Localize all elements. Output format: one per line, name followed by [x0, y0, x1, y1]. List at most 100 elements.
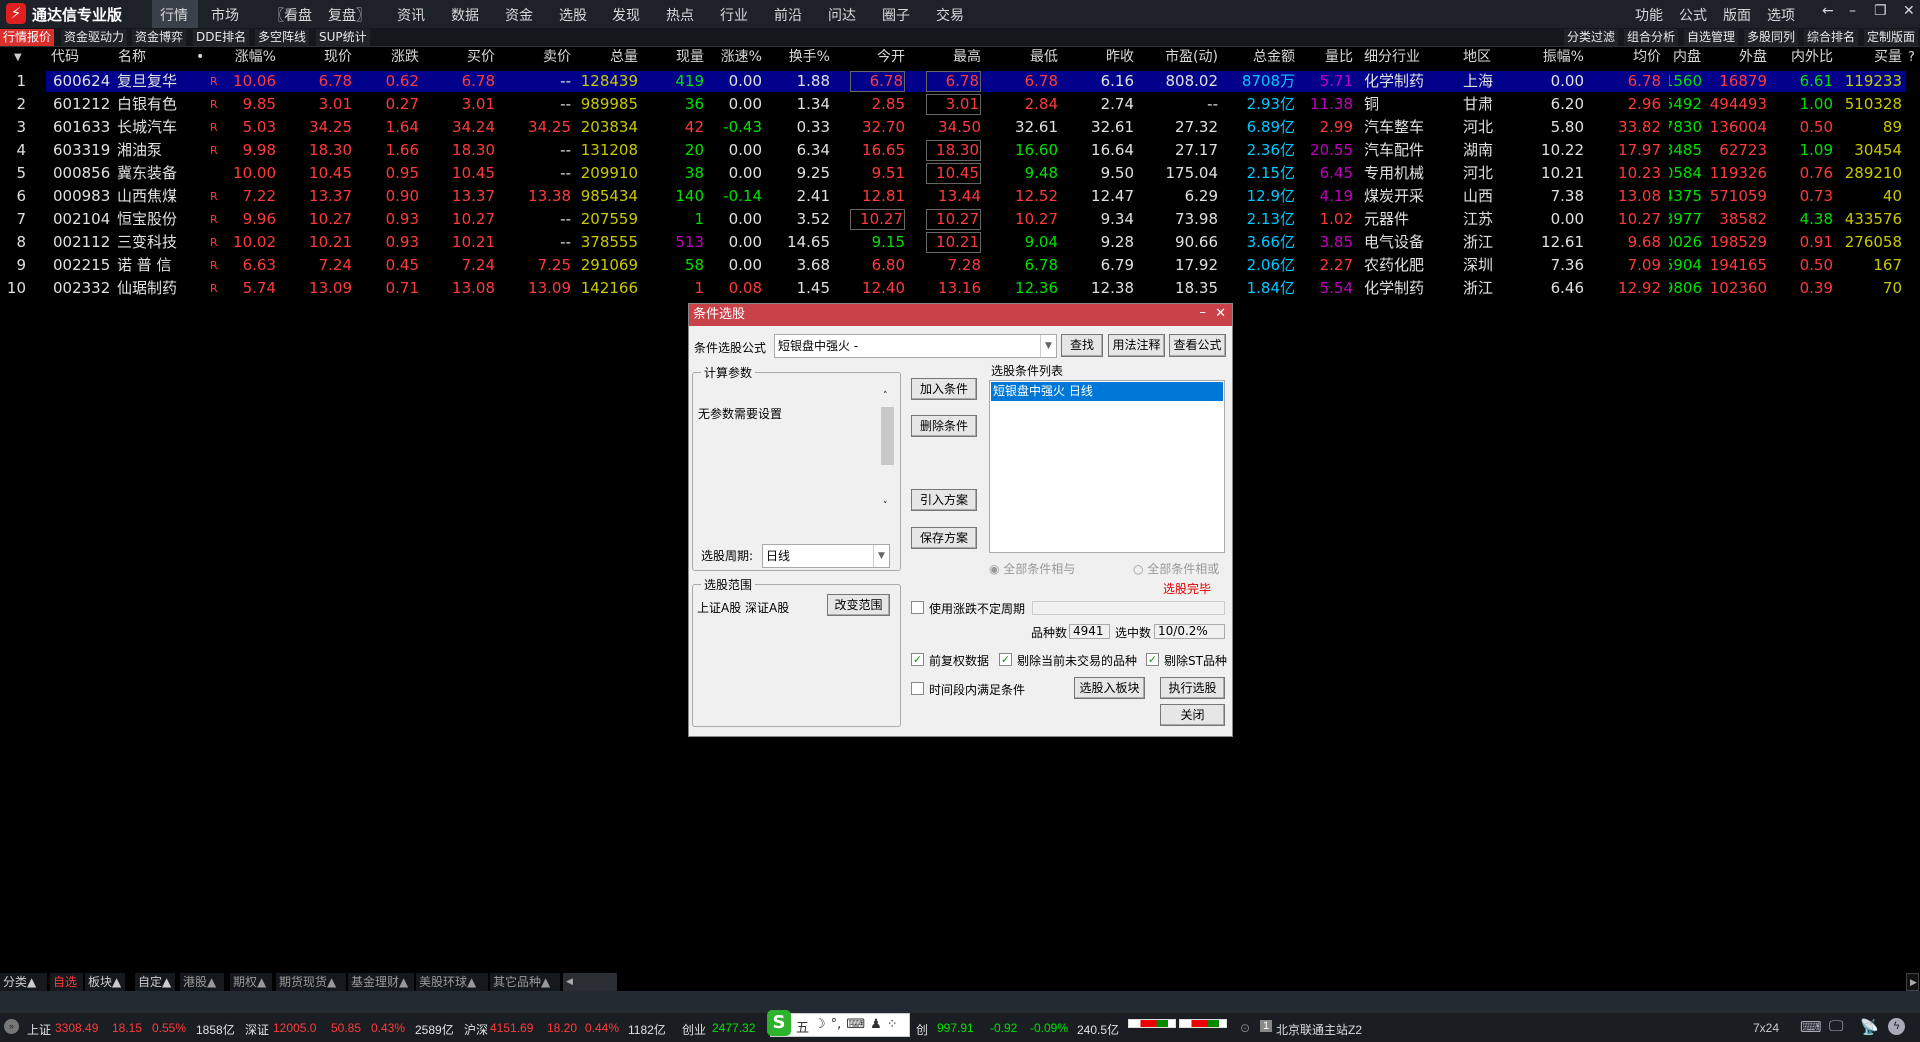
- restore-icon[interactable]: ❐: [1874, 3, 1887, 19]
- menu-item[interactable]: 圈子: [882, 8, 910, 24]
- server-name[interactable]: 北京联通主站Z2: [1276, 1023, 1363, 1037]
- keyboard-icon[interactable]: ⌨: [1800, 1019, 1822, 1036]
- menu-item[interactable]: 复盘〗: [328, 8, 370, 24]
- subtab[interactable]: 多空阵线: [255, 29, 310, 46]
- import-plan-button[interactable]: 引入方案: [911, 489, 977, 511]
- ime-tool-icon[interactable]: ☽: [814, 1017, 826, 1032]
- menu-item[interactable]: 前沿: [774, 8, 802, 24]
- scroll-down-icon[interactable]: ˅: [883, 501, 888, 511]
- scroll-left-icon[interactable]: ◀: [563, 973, 617, 991]
- menu-item[interactable]: 选股: [559, 8, 587, 24]
- menu-right-item[interactable]: 公式: [1679, 8, 1707, 24]
- condition-list[interactable]: 短银盘中强火 日线: [989, 380, 1225, 553]
- column-header[interactable]: 地区: [1463, 49, 1491, 65]
- column-header[interactable]: 买价: [467, 49, 495, 65]
- bottom-tab[interactable]: 期权▲: [230, 973, 272, 991]
- scroll-up-icon[interactable]: ˄: [883, 391, 888, 401]
- help-icon[interactable]: ?: [1908, 50, 1915, 65]
- time-range-checkbox[interactable]: [911, 682, 924, 695]
- column-header[interactable]: 内外比: [1791, 49, 1833, 65]
- menu-item[interactable]: 行业: [720, 8, 748, 24]
- table-row[interactable]: 3 601633 长城汽车 R 5.03 34.25 1.64 34.24 34.25 20383…: [0, 117, 1920, 140]
- table-row[interactable]: 1 600624 复旦复华 R 10.06 6.78 0.62 6.78 -- 128439 419…: [0, 71, 1920, 94]
- change-range-button[interactable]: 改变范围: [827, 594, 890, 616]
- bottom-tab[interactable]: 基金理财▲: [348, 973, 414, 991]
- sort-dropdown-icon[interactable]: ▼: [14, 52, 22, 63]
- subtool-button[interactable]: 组合分析: [1624, 29, 1679, 46]
- radio-or[interactable]: ○ 全部条件相或: [1133, 562, 1220, 576]
- lightning-icon[interactable]: ϟ: [1888, 1018, 1905, 1035]
- menu-item[interactable]: 市场: [211, 8, 239, 24]
- clock-7x24[interactable]: 7x24: [1753, 1021, 1780, 1035]
- menu-item[interactable]: 〖看盘: [270, 8, 312, 24]
- condition-list-item[interactable]: 短银盘中强火 日线: [991, 382, 1223, 401]
- bottom-tab[interactable]: 自选: [50, 973, 83, 991]
- column-header[interactable]: 最低: [1030, 49, 1058, 65]
- ime-tool-icon[interactable]: ♟: [870, 1017, 882, 1032]
- sogou-ime-icon[interactable]: S: [767, 1010, 791, 1036]
- use-period-checkbox[interactable]: [911, 601, 924, 614]
- expand-icon[interactable]: »: [4, 1019, 19, 1034]
- table-row[interactable]: 6 000983 山西焦煤 R 7.22 13.37 0.90 13.37 13.38 98543…: [0, 186, 1920, 209]
- table-row[interactable]: 10 002332 仙琚制药 R 5.74 13.09 0.71 13.08 13.09 1421…: [0, 278, 1920, 301]
- menu-item[interactable]: 行情: [160, 8, 188, 24]
- table-row[interactable]: 4 603319 湘油泵 R 9.98 18.30 1.66 18.30 -- 131208 20 0…: [0, 140, 1920, 163]
- table-row[interactable]: 7 002104 恒宝股份 R 9.96 10.27 0.93 10.27 -- 207559 1 0…: [0, 209, 1920, 232]
- menu-item[interactable]: 热点: [666, 8, 694, 24]
- bottom-tab[interactable]: 板块▲: [85, 973, 125, 991]
- chevron-down-icon[interactable]: ▼: [1040, 335, 1056, 357]
- column-header[interactable]: 名称: [118, 49, 146, 65]
- formula-combo[interactable]: 短银盘中强火 - ▼: [774, 334, 1057, 358]
- menu-item[interactable]: 交易: [936, 8, 964, 24]
- period-select[interactable]: 日线 ▼: [762, 544, 890, 568]
- find-button[interactable]: 查找: [1061, 334, 1103, 357]
- column-header[interactable]: 最高: [953, 49, 981, 65]
- view-formula-button[interactable]: 查看公式: [1169, 334, 1226, 357]
- params-scrollbar[interactable]: ˄ ˅: [880, 391, 895, 517]
- column-header[interactable]: 现量: [676, 49, 704, 65]
- column-header[interactable]: 涨速%: [720, 49, 762, 65]
- column-header[interactable]: 外盘: [1739, 49, 1767, 65]
- menu-item[interactable]: 问达: [828, 8, 856, 24]
- column-header[interactable]: 均价: [1633, 49, 1661, 65]
- fq-data-checkbox[interactable]: ✓: [911, 653, 924, 666]
- column-header[interactable]: 现价: [324, 49, 352, 65]
- add-to-block-button[interactable]: 选股入板块: [1074, 677, 1145, 699]
- table-row[interactable]: 2 601212 白银有色 R 9.85 3.01 0.27 3.01 -- 989985 36 0.…: [0, 94, 1920, 117]
- table-row[interactable]: 8 002112 三变科技 R 10.02 10.21 0.93 10.21 -- 378555 5…: [0, 232, 1920, 255]
- column-header[interactable]: 涨幅%: [234, 49, 276, 65]
- subtab[interactable]: 资金驱动力: [61, 29, 128, 46]
- column-header[interactable]: •: [196, 49, 205, 65]
- close-icon[interactable]: ✕: [1215, 306, 1226, 321]
- bottom-tab[interactable]: 其它品种▲: [490, 973, 560, 991]
- subtab[interactable]: 行情报价: [0, 29, 55, 46]
- execute-selection-button[interactable]: 执行选股: [1160, 677, 1225, 699]
- bottom-tab[interactable]: 分类▲: [0, 973, 47, 991]
- ime-tool-icon[interactable]: ⌨: [846, 1017, 866, 1032]
- ime-tool-icon[interactable]: °,: [830, 1017, 842, 1032]
- column-header[interactable]: 涨跌: [391, 49, 419, 65]
- menu-item[interactable]: 数据: [451, 8, 479, 24]
- close-button[interactable]: 关闭: [1160, 704, 1225, 726]
- back-icon[interactable]: ←: [1822, 3, 1834, 19]
- subtool-button[interactable]: 多股同列: [1744, 29, 1799, 46]
- table-row[interactable]: 5 000856 冀东装备 10.00 10.45 0.95 10.45 -- 209910 38…: [0, 163, 1920, 186]
- exclude-untraded-checkbox[interactable]: ✓: [999, 653, 1012, 666]
- satellite-icon[interactable]: 📡: [1860, 1019, 1879, 1036]
- add-condition-button[interactable]: 加入条件: [911, 378, 977, 400]
- column-header[interactable]: 买量: [1874, 49, 1902, 65]
- column-header[interactable]: 细分行业: [1364, 49, 1420, 65]
- scroll-right-icon[interactable]: ▶: [1906, 973, 1919, 991]
- scroll-thumb[interactable]: [881, 407, 894, 465]
- signal-icon[interactable]: ⊙: [1240, 1021, 1251, 1035]
- radio-and[interactable]: ◉ 全部条件相与: [989, 562, 1076, 576]
- column-header[interactable]: 昨收: [1106, 49, 1134, 65]
- column-header[interactable]: 总量: [610, 49, 638, 65]
- column-header[interactable]: 市盈(动): [1165, 49, 1218, 65]
- exclude-st-checkbox[interactable]: ✓: [1146, 653, 1159, 666]
- monitor-icon[interactable]: 🖵: [1829, 1018, 1844, 1035]
- column-header[interactable]: 量比: [1325, 49, 1353, 65]
- ime-tool-icon[interactable]: ⁘: [886, 1017, 898, 1032]
- column-header[interactable]: 换手%: [788, 49, 830, 65]
- subtool-button[interactable]: 自选管理: [1684, 29, 1739, 46]
